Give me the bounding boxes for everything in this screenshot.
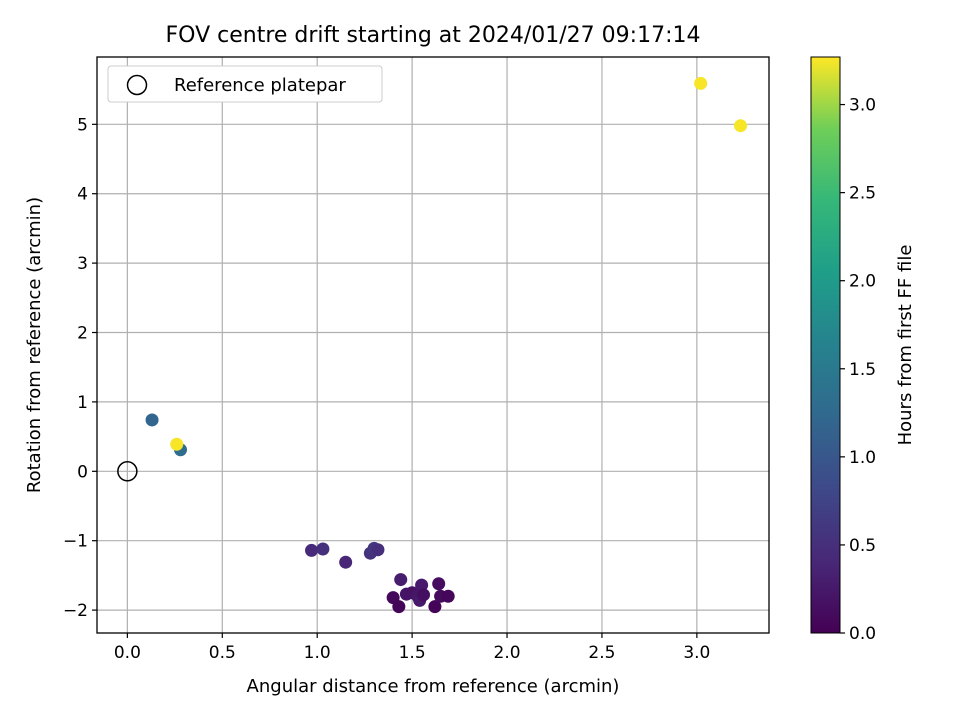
x-tick-label: 0.5 [209, 643, 236, 663]
colorbar-tick-label: 1.5 [849, 360, 876, 380]
x-tick-label: 1.5 [399, 643, 426, 663]
x-tick-label: 1.0 [304, 643, 331, 663]
colorbar-tick-label: 0.5 [849, 536, 876, 556]
data-point [145, 413, 159, 427]
chart-title: FOV centre drift starting at 2024/01/27 … [166, 23, 701, 48]
data-point [371, 543, 385, 557]
y-tick-label: 5 [77, 115, 88, 135]
x-tick-label: 2.0 [494, 643, 521, 663]
data-point [392, 600, 406, 614]
x-axis: 0.0 0.5 1.0 1.5 2.0 2.5 3.0 [114, 633, 710, 663]
y-tick-label: −1 [63, 532, 88, 552]
y-tick-label: 4 [77, 185, 88, 205]
colorbar-label: Hours from first FF file [895, 245, 916, 446]
plot-area [96, 56, 770, 634]
data-point [316, 542, 330, 556]
y-tick-label: 2 [77, 324, 88, 344]
data-point [417, 588, 431, 602]
grid [97, 57, 769, 633]
colorbar-tick-label: 3.0 [849, 96, 876, 116]
data-point [170, 437, 184, 451]
y-axis-label: Rotation from reference (arcmin) [24, 197, 45, 493]
legend-marker [126, 74, 148, 96]
data-point [339, 555, 353, 569]
reference-point [117, 461, 138, 482]
data-point [305, 543, 319, 557]
data-point [428, 600, 442, 614]
legend-box [107, 65, 383, 103]
colorbar-tick-label: 1.0 [849, 448, 876, 468]
y-tick-label: −2 [63, 601, 88, 621]
x-tick-label: 2.5 [588, 643, 615, 663]
colorbar-tick-label: 2.0 [849, 272, 876, 292]
y-tick-label: 1 [77, 393, 88, 413]
x-axis-label: Angular distance from reference (arcmin) [247, 676, 620, 697]
colorbar-axis: 0.0 0.5 1.0 1.5 2.0 2.5 3.0 [840, 96, 876, 644]
legend: Reference platepar [107, 65, 383, 103]
data-point [415, 578, 429, 592]
data-point [441, 589, 455, 603]
scatter-series [145, 76, 748, 614]
y-axis: −2 −1 0 1 2 3 4 5 [63, 115, 97, 621]
data-point [432, 577, 446, 591]
colorbar [810, 56, 841, 634]
legend-label: Reference platepar [174, 75, 346, 96]
colorbar-tick-label: 0.0 [849, 624, 876, 644]
y-tick-label: 3 [77, 254, 88, 274]
y-tick-label: 0 [77, 462, 88, 482]
data-point [734, 119, 748, 133]
x-tick-label: 3.0 [683, 643, 710, 663]
colorbar-tick-label: 2.5 [849, 184, 876, 204]
data-point [394, 573, 408, 587]
data-point [694, 76, 708, 90]
x-tick-label: 0.0 [114, 643, 141, 663]
